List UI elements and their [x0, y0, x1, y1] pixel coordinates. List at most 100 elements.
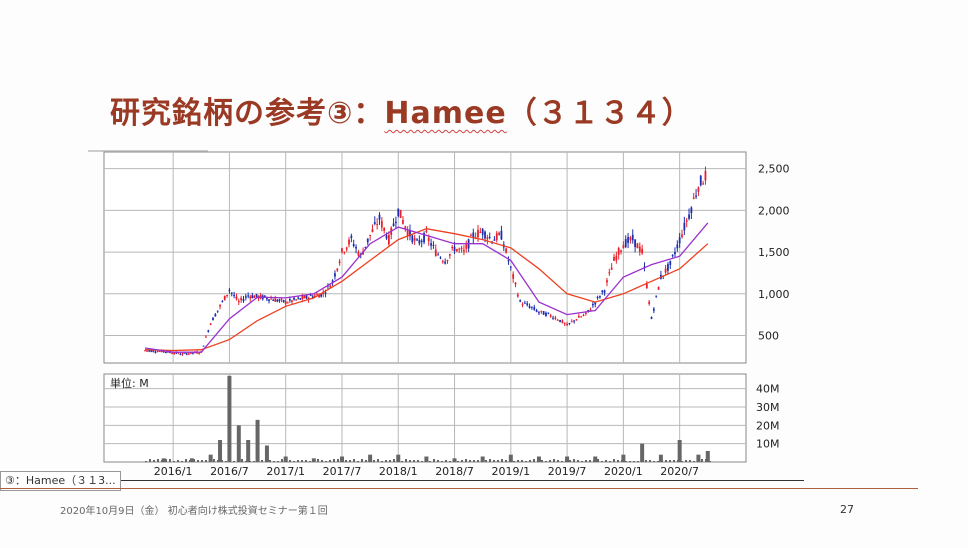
candle-body — [589, 309, 592, 311]
candle-body — [488, 236, 491, 238]
volume-bar-small — [521, 460, 523, 462]
candle-body — [484, 231, 486, 239]
candle-body — [465, 244, 468, 249]
volume-bar-small — [709, 461, 711, 462]
volume-bar-small — [701, 459, 703, 462]
volume-bar-small — [369, 459, 371, 462]
volume-bar — [255, 419, 260, 462]
slide-tab-tooltip[interactable]: ③：Hamee（３１3... — [0, 471, 121, 491]
candle-body — [240, 297, 243, 301]
candle-body — [430, 243, 432, 246]
volume-bar — [208, 454, 213, 462]
candle-body — [255, 293, 258, 297]
candle-body — [580, 316, 583, 318]
candle-body — [313, 295, 316, 298]
volume-bar-small — [297, 460, 299, 462]
volume-bar-small — [661, 460, 663, 462]
candle-body — [299, 298, 302, 300]
candle-body — [336, 268, 339, 271]
candle-body — [324, 292, 327, 294]
price-panel — [103, 151, 747, 364]
volume-bar-small — [501, 459, 503, 462]
volume-bar — [677, 440, 682, 462]
candle-body — [674, 251, 676, 255]
candle-body — [338, 261, 341, 264]
candle-body — [251, 295, 254, 298]
title-company: Hamee — [384, 96, 507, 131]
volume-bar — [658, 454, 663, 462]
volume-bar-small — [497, 460, 499, 462]
y-tick-label: 1,500 — [758, 246, 790, 259]
volume-bar-small — [305, 460, 307, 462]
volume-bar-small — [637, 461, 639, 462]
candle-body — [207, 330, 210, 332]
volume-bar-small — [329, 460, 331, 462]
volume-bar-small — [593, 460, 595, 462]
volume-bar-small — [641, 459, 643, 462]
volume-bar — [536, 456, 541, 462]
candle-body — [561, 320, 564, 324]
volume-bar-small — [393, 459, 395, 462]
volume-bar-small — [681, 461, 683, 462]
candle-body — [154, 351, 157, 353]
candle-body — [495, 233, 498, 241]
moving-average-long-line — [144, 228, 709, 352]
volume-bar-small — [561, 461, 563, 462]
candle-body — [652, 308, 655, 311]
candle-body — [523, 302, 526, 304]
candle-body — [420, 240, 423, 242]
candle-body — [169, 351, 171, 353]
candle-body — [463, 249, 465, 252]
candle-body — [205, 336, 207, 338]
candle-body — [516, 294, 519, 297]
candle-body — [434, 249, 437, 257]
candle-body — [664, 268, 667, 273]
slide-title: 研究銘柄の参考③：Hamee（３１３４） — [110, 88, 693, 132]
candle-body — [322, 292, 325, 295]
candle-body — [688, 214, 690, 219]
volume-bar-small — [341, 460, 343, 462]
candle-body — [556, 319, 559, 321]
y-tick-label: 500 — [758, 329, 779, 342]
candle-body — [402, 220, 404, 224]
candle-body — [692, 197, 695, 199]
candle-body — [318, 294, 320, 298]
candle-body — [404, 226, 407, 229]
candle-body — [702, 183, 705, 185]
candle-body — [288, 298, 291, 301]
volume-bar-small — [381, 461, 383, 462]
volume-bar-small — [445, 460, 447, 462]
volume-bar-small — [633, 461, 635, 462]
volume-bar-small — [289, 460, 291, 462]
candle-body — [486, 237, 489, 240]
candle-body — [371, 229, 374, 232]
candle-body — [533, 307, 536, 310]
candle-body — [214, 314, 217, 317]
candle-body — [263, 295, 266, 298]
candle-body — [309, 294, 312, 296]
volume-bar-small — [161, 460, 163, 462]
page-number: 27 — [840, 503, 854, 516]
volume-bar-small — [149, 459, 151, 462]
volume-bar-small — [553, 459, 555, 462]
candle-body — [244, 296, 247, 298]
candle-body — [303, 295, 306, 299]
candle-body — [631, 234, 634, 241]
candle-body — [460, 247, 463, 250]
volume-bar-small — [677, 460, 679, 462]
candle-body — [399, 209, 402, 218]
volume-bar-small — [273, 461, 275, 462]
volume-bar-small — [401, 461, 403, 462]
volume-bar — [621, 454, 626, 462]
volume-bar-small — [693, 461, 695, 462]
volume-bar — [705, 451, 710, 462]
candle-body — [622, 245, 625, 249]
candle-body — [385, 235, 388, 239]
volume-bar-small — [325, 461, 327, 462]
volume-bar-small — [253, 461, 255, 462]
volume-bar-small — [221, 460, 223, 462]
volume-bar-small — [541, 460, 543, 462]
candle-body — [179, 354, 182, 356]
volume-bar-small — [385, 460, 387, 462]
volume-bar-small — [653, 461, 655, 462]
